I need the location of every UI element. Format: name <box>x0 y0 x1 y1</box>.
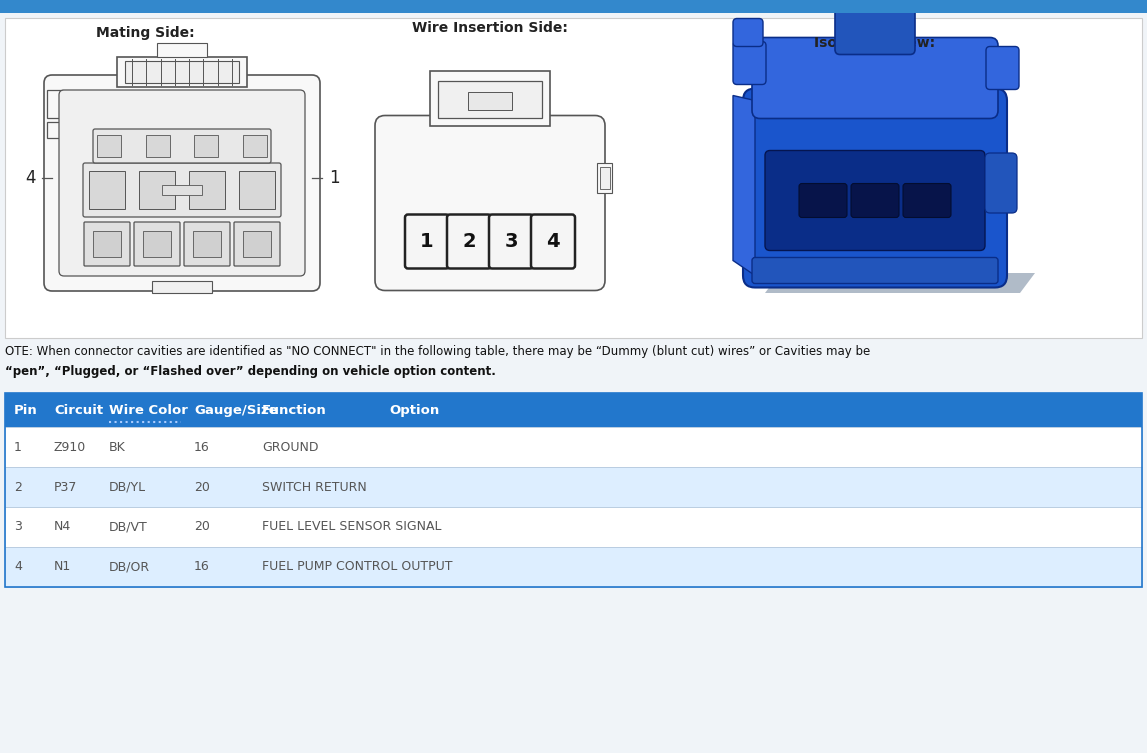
Bar <box>243 135 267 157</box>
Bar <box>5 467 1142 507</box>
FancyBboxPatch shape <box>234 222 280 266</box>
Bar <box>0 0 1147 13</box>
Bar <box>146 135 170 157</box>
FancyBboxPatch shape <box>733 19 763 47</box>
FancyBboxPatch shape <box>375 115 604 291</box>
Text: 4: 4 <box>14 560 22 574</box>
FancyBboxPatch shape <box>447 215 491 269</box>
Text: FUEL LEVEL SENSOR SIGNAL: FUEL LEVEL SENSOR SIGNAL <box>262 520 442 533</box>
Text: 4: 4 <box>546 232 560 251</box>
Text: 20: 20 <box>194 520 210 533</box>
Text: OTE: When connector cavities are identified as "NO CONNECT" in the following tab: OTE: When connector cavities are identif… <box>5 345 871 358</box>
FancyBboxPatch shape <box>835 5 915 54</box>
Bar <box>97 135 120 157</box>
Text: 2: 2 <box>14 480 22 493</box>
Text: DB/VT: DB/VT <box>109 520 148 533</box>
Bar <box>162 185 202 195</box>
Bar <box>596 163 612 193</box>
Polygon shape <box>765 273 1035 293</box>
Bar <box>5 547 1142 587</box>
Bar <box>89 171 125 209</box>
Text: Z910: Z910 <box>54 441 86 453</box>
FancyBboxPatch shape <box>405 215 448 269</box>
FancyBboxPatch shape <box>986 47 1019 90</box>
Text: N1: N1 <box>54 560 71 574</box>
FancyBboxPatch shape <box>743 89 1007 288</box>
Bar <box>5 427 1142 467</box>
Bar <box>189 171 225 209</box>
Text: P37: P37 <box>54 480 77 493</box>
Text: 1: 1 <box>14 441 22 453</box>
Bar <box>117 57 247 87</box>
Bar <box>139 171 175 209</box>
FancyBboxPatch shape <box>985 153 1017 213</box>
Text: 16: 16 <box>194 441 210 453</box>
FancyBboxPatch shape <box>851 184 899 218</box>
Polygon shape <box>733 96 755 276</box>
Text: N4: N4 <box>54 520 71 533</box>
Text: 2: 2 <box>462 232 476 251</box>
Text: 1: 1 <box>420 232 434 251</box>
Text: DB/YL: DB/YL <box>109 480 146 493</box>
Bar <box>47 90 63 118</box>
Text: Option: Option <box>389 404 439 416</box>
Bar <box>193 231 221 257</box>
FancyBboxPatch shape <box>489 215 533 269</box>
FancyBboxPatch shape <box>903 184 951 218</box>
Text: Mating Side:: Mating Side: <box>95 26 194 40</box>
Bar <box>438 81 543 117</box>
Bar <box>47 122 61 138</box>
Bar <box>5 393 1142 587</box>
FancyBboxPatch shape <box>93 129 271 163</box>
Bar <box>239 171 275 209</box>
Bar <box>125 61 239 83</box>
FancyBboxPatch shape <box>765 151 985 251</box>
Text: 16: 16 <box>194 560 210 574</box>
Bar <box>153 281 212 293</box>
Text: Gauge/Size: Gauge/Size <box>194 404 278 416</box>
FancyBboxPatch shape <box>752 258 998 283</box>
Text: SWITCH RETURN: SWITCH RETURN <box>262 480 367 493</box>
FancyBboxPatch shape <box>531 215 575 269</box>
Text: Isometric View:: Isometric View: <box>814 36 936 50</box>
FancyBboxPatch shape <box>799 184 846 218</box>
Bar <box>194 135 218 157</box>
FancyBboxPatch shape <box>83 163 281 217</box>
FancyBboxPatch shape <box>134 222 180 266</box>
Text: Circuit: Circuit <box>54 404 103 416</box>
Bar <box>5 393 1142 427</box>
Bar <box>5 507 1142 547</box>
Text: Wire Color: Wire Color <box>109 404 188 416</box>
Text: FUEL PUMP CONTROL OUTPUT: FUEL PUMP CONTROL OUTPUT <box>262 560 453 574</box>
Text: Function: Function <box>262 404 327 416</box>
Text: Wire Insertion Side:: Wire Insertion Side: <box>412 21 568 35</box>
Text: 1: 1 <box>329 169 340 187</box>
FancyBboxPatch shape <box>44 75 320 291</box>
FancyBboxPatch shape <box>58 90 305 276</box>
Bar <box>468 92 512 109</box>
Bar <box>243 231 271 257</box>
Text: Pin: Pin <box>14 404 38 416</box>
Bar <box>93 231 120 257</box>
Bar <box>430 71 551 126</box>
FancyBboxPatch shape <box>84 222 130 266</box>
Bar <box>157 43 206 57</box>
FancyBboxPatch shape <box>733 41 766 84</box>
Text: GROUND: GROUND <box>262 441 319 453</box>
FancyBboxPatch shape <box>184 222 231 266</box>
Bar <box>143 231 171 257</box>
Text: BK: BK <box>109 441 126 453</box>
Text: 3: 3 <box>14 520 22 533</box>
FancyBboxPatch shape <box>752 38 998 118</box>
Text: 20: 20 <box>194 480 210 493</box>
Bar <box>600 167 610 189</box>
Text: 3: 3 <box>505 232 517 251</box>
Text: 4: 4 <box>25 169 36 187</box>
Bar <box>5 18 1142 338</box>
Text: “pen”, “Plugged, or “Flashed over” depending on vehicle option content.: “pen”, “Plugged, or “Flashed over” depen… <box>5 364 496 377</box>
Text: DB/OR: DB/OR <box>109 560 150 574</box>
